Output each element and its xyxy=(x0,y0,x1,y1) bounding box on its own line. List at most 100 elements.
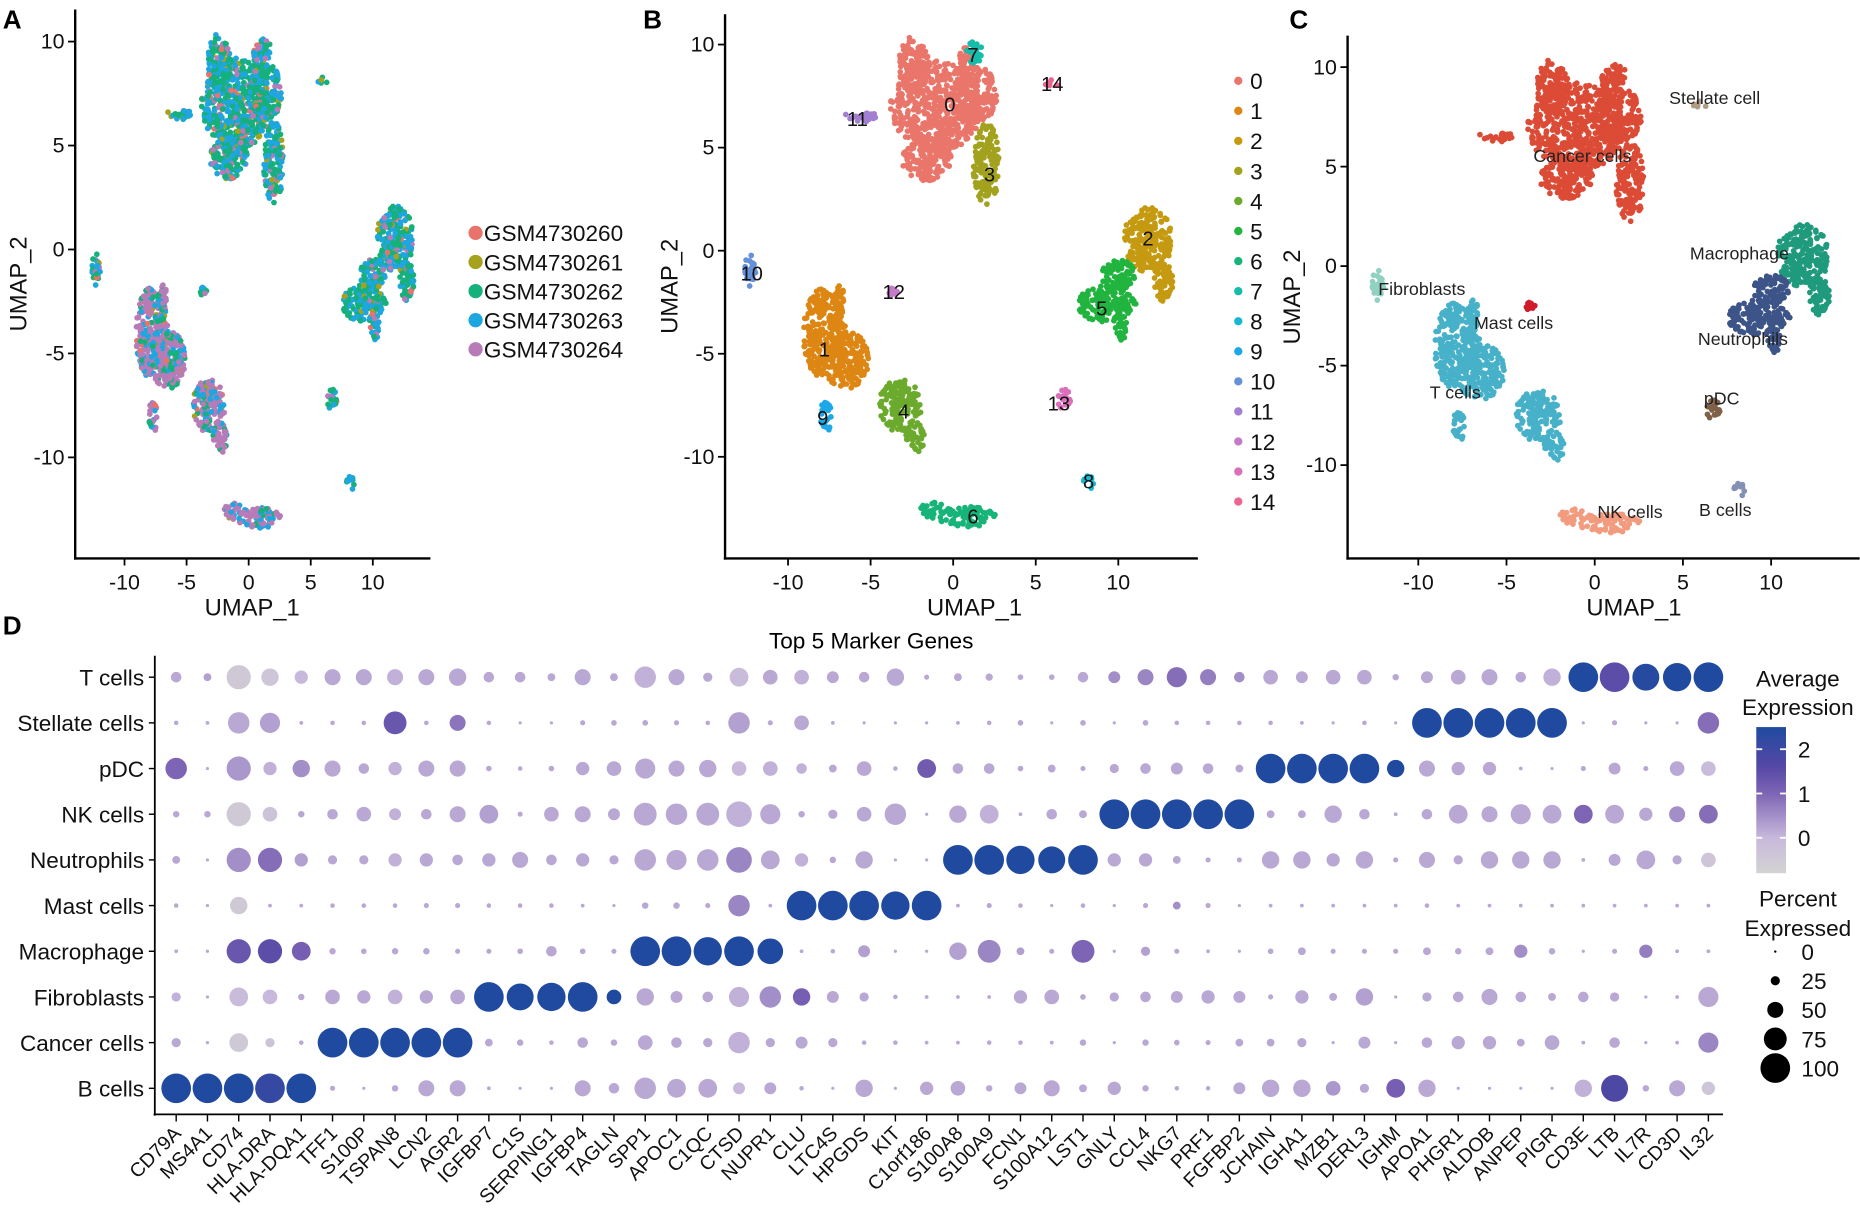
umap-point xyxy=(211,80,218,87)
umap-point xyxy=(234,149,241,156)
umap-point xyxy=(374,233,381,240)
umap-point xyxy=(1166,269,1173,276)
umap-point xyxy=(257,79,264,85)
umap-point xyxy=(361,265,368,271)
umap-point xyxy=(957,52,963,59)
umap-point xyxy=(268,520,275,526)
umap-point xyxy=(272,134,279,140)
umap-point xyxy=(822,362,829,369)
umap-point xyxy=(948,520,954,527)
umap-point xyxy=(820,320,827,326)
umap-point xyxy=(891,120,898,127)
umap-point xyxy=(801,343,808,350)
umap-point xyxy=(193,416,200,423)
umap-point xyxy=(977,128,983,135)
umap-point xyxy=(162,378,169,384)
umap-point xyxy=(844,340,851,347)
umap-point xyxy=(214,92,221,99)
umap-point xyxy=(160,372,167,379)
umap-point xyxy=(153,414,160,421)
umap-point xyxy=(90,256,96,262)
umap-point xyxy=(408,224,415,230)
umap-point xyxy=(748,252,755,259)
umap-point xyxy=(932,65,938,71)
umap-point xyxy=(909,418,916,424)
umap-point xyxy=(903,436,910,443)
umap-point xyxy=(1121,235,1128,241)
umap-point xyxy=(232,62,238,69)
umap-point xyxy=(158,288,165,295)
umap-point xyxy=(198,96,205,102)
umap-point xyxy=(1129,296,1136,302)
umap-point xyxy=(400,260,406,266)
umap-point xyxy=(905,134,912,141)
umap-point xyxy=(255,106,262,113)
umap-point xyxy=(828,414,834,420)
umap-point xyxy=(155,346,161,353)
umap-point xyxy=(935,163,942,170)
umap-point xyxy=(167,375,173,382)
umap-point xyxy=(975,112,982,118)
umap-point xyxy=(152,427,159,433)
umap-point xyxy=(150,294,157,300)
umap-point xyxy=(927,167,933,174)
umap-point xyxy=(404,272,411,279)
umap-point xyxy=(157,363,164,370)
umap-point xyxy=(256,64,263,70)
umap-point xyxy=(222,41,229,48)
umap-point xyxy=(1138,266,1145,273)
umap-point xyxy=(376,258,383,264)
umap-point xyxy=(92,282,99,288)
umap-point xyxy=(954,141,961,148)
umap-point xyxy=(1127,238,1134,244)
umap-point xyxy=(343,299,349,306)
umap-point xyxy=(1129,230,1135,236)
umap-point xyxy=(963,109,969,115)
umap-point xyxy=(373,305,380,312)
umap-point xyxy=(401,210,408,217)
umap-point xyxy=(807,309,813,316)
umap-point xyxy=(898,123,905,130)
umap-point xyxy=(399,279,406,286)
umap-point xyxy=(181,366,187,372)
umap-point xyxy=(175,359,182,365)
umap-point xyxy=(166,340,172,346)
umap-point xyxy=(992,511,998,518)
umap-point xyxy=(903,154,910,160)
umap-point xyxy=(828,330,835,337)
umap-point xyxy=(1155,252,1162,259)
umap-point xyxy=(362,295,369,302)
umap-point xyxy=(264,178,271,185)
umap-point xyxy=(919,150,926,157)
umap-point xyxy=(205,379,211,386)
umap-point xyxy=(367,273,374,279)
umap-point xyxy=(380,228,387,235)
umap-point xyxy=(381,215,388,221)
umap-point xyxy=(214,55,221,61)
umap-point xyxy=(872,114,879,121)
umap-point xyxy=(222,158,229,164)
umap-point xyxy=(371,334,378,340)
umap-point xyxy=(404,263,411,269)
umap-point xyxy=(743,257,749,263)
umap-point xyxy=(361,282,367,289)
umap-point xyxy=(156,372,163,379)
umap-point xyxy=(151,402,158,408)
umap-point xyxy=(162,324,169,330)
panel-a-umap-by-sample: A-10 -5 0 5 101050-5-10UMAP_1UMAP_2GSM473026… xyxy=(3,5,623,622)
umap-point xyxy=(386,211,393,218)
umap-points xyxy=(89,31,417,531)
umap-point xyxy=(927,90,933,96)
umap-point xyxy=(227,145,233,152)
umap-point xyxy=(221,428,228,435)
umap-point xyxy=(229,141,235,147)
umap-point xyxy=(355,286,362,293)
umap-point xyxy=(956,115,963,122)
umap-point xyxy=(221,61,227,68)
umap-point xyxy=(837,372,844,379)
umap-point xyxy=(207,89,214,95)
umap-point xyxy=(803,315,810,321)
umap-point xyxy=(151,407,158,414)
umap-point xyxy=(198,103,205,110)
umap-point xyxy=(408,268,415,275)
